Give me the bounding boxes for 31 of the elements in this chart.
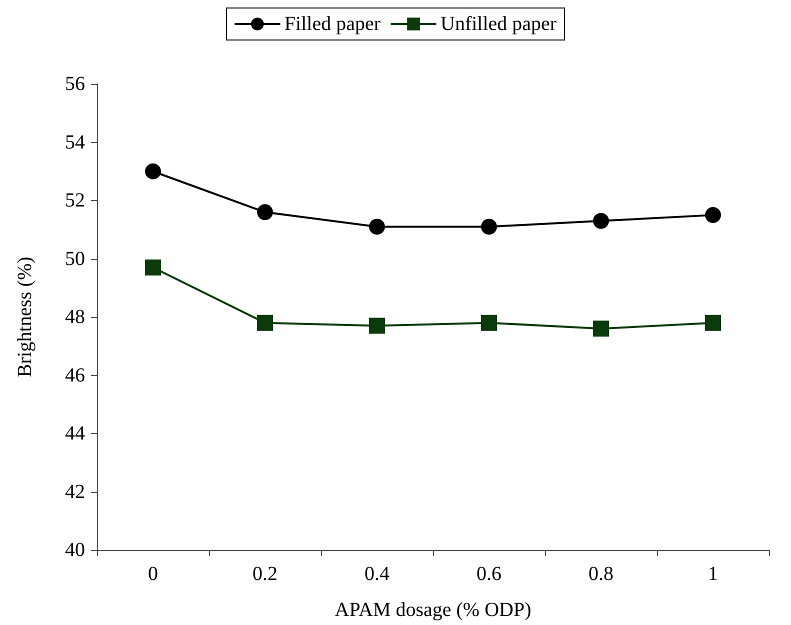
y-tick-label: 56 <box>65 73 85 95</box>
y-tick-label: 50 <box>65 248 85 270</box>
legend-label: Unfilled paper <box>440 13 557 35</box>
point <box>257 314 273 331</box>
point <box>705 207 721 224</box>
y-tick-label: 42 <box>65 480 85 503</box>
y-tick-label: 46 <box>65 364 85 386</box>
x-axis-title: APAM dosage (% ODP) <box>334 599 532 621</box>
x-tick-label: 1 <box>708 563 718 585</box>
point <box>257 204 273 220</box>
x-tick-label: 0.6 <box>476 563 502 585</box>
point <box>593 320 609 337</box>
y-tick-label: 48 <box>65 306 85 328</box>
point <box>369 218 385 235</box>
point <box>145 163 161 180</box>
y-axis-title: Brightness (%) <box>14 256 36 378</box>
point <box>145 259 161 276</box>
x-tick-label: 0.2 <box>252 563 278 585</box>
x-tick-label: 0 <box>148 563 158 585</box>
y-tick-label: 44 <box>65 422 85 444</box>
y-tick-label: 54 <box>65 131 85 154</box>
point <box>481 314 497 331</box>
point <box>369 318 385 334</box>
legend-label: Filled paper <box>284 13 381 35</box>
y-tick-label: 40 <box>65 539 85 561</box>
point <box>481 218 497 235</box>
point <box>593 212 609 229</box>
x-tick-label: 0.4 <box>364 563 390 585</box>
point <box>705 314 721 331</box>
x-tick-label: 0.8 <box>588 563 614 585</box>
y-tick-label: 52 <box>65 190 85 212</box>
